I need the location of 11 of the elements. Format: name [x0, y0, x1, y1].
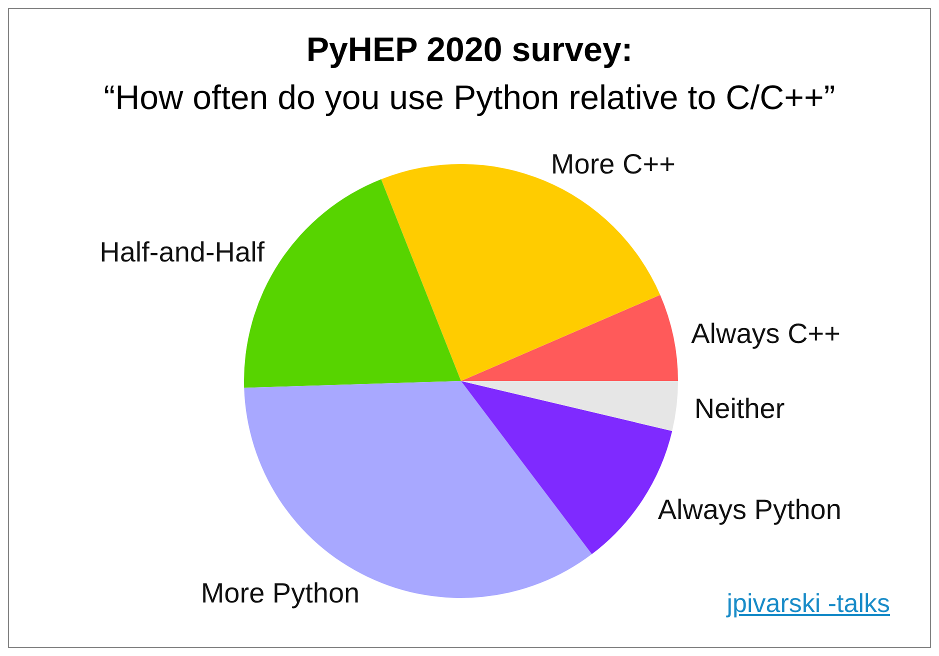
slice-label: Always Python — [658, 494, 842, 525]
pie-slice — [461, 294, 678, 381]
slice-label: More C++ — [550, 148, 676, 180]
text: jpivarski -talks — [726, 588, 890, 619]
slice-label: Half-and-Half — [100, 236, 265, 268]
slice-label: Neither — [694, 392, 785, 424]
pie-slice — [461, 381, 678, 431]
chart-title: PyHEP 2020 survey: — [305, 31, 634, 70]
chart-subtitle: “How often do you use Python relative to C/C++” — [102, 79, 836, 118]
slice-label: More Python — [200, 578, 360, 608]
slice-label: Always C++ — [691, 318, 841, 349]
